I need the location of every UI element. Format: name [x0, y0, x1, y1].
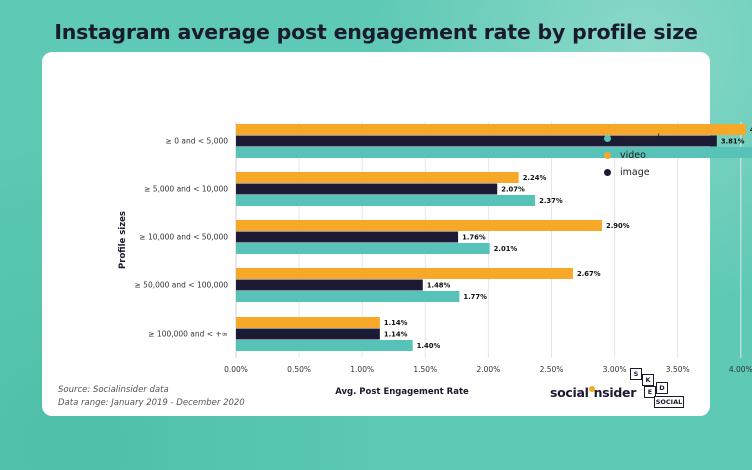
bar-video [236, 124, 746, 135]
category-label: ≥ 10,000 and < 50,000 [139, 233, 228, 242]
bar-image [236, 135, 717, 147]
legend-item-carousel: carousel [604, 130, 660, 147]
data-label-video: 2.24% [523, 174, 547, 182]
sked-social-logo: S K E D SOCIAL [630, 368, 688, 410]
bar-video [236, 172, 519, 183]
x-tick-label: 1.50% [413, 365, 437, 374]
bar-image [236, 183, 498, 195]
data-label-video: 4.04% [750, 126, 752, 134]
bar-carousel [236, 291, 460, 302]
bar-image [236, 279, 423, 291]
legend-label-carousel: carousel [620, 133, 661, 144]
data-label-image: 1.14% [384, 331, 408, 339]
x-tick-label: 0.50% [287, 365, 311, 374]
data-label-video: 2.67% [577, 270, 601, 278]
x-tick-label: 2.00% [476, 365, 500, 374]
sked-box-k: K [642, 374, 654, 386]
legend-dot-video [604, 152, 611, 159]
x-tick-label: 3.00% [603, 365, 627, 374]
logo-dot-icon [588, 385, 595, 392]
data-label-video: 2.90% [606, 222, 630, 230]
bar-image [236, 328, 380, 340]
category-label: ≥ 0 and < 5,000 [166, 137, 229, 146]
data-label-image: 2.07% [501, 186, 525, 194]
legend-item-image: image [604, 164, 660, 181]
bar-carousel [236, 243, 490, 254]
socialinsider-logo: social nsider [550, 385, 636, 400]
bar-video [236, 268, 573, 279]
category-label: ≥ 50,000 and < 100,000 [135, 281, 229, 290]
x-tick-label: 0.00% [224, 365, 248, 374]
bar-video [236, 220, 602, 231]
bar-video [236, 317, 380, 328]
legend-dot-image [604, 169, 611, 176]
legend-label-video: video [620, 150, 646, 161]
data-label-carousel: 2.37% [539, 197, 563, 205]
data-label-video: 1.14% [384, 319, 408, 327]
legend: carousel video image [604, 130, 660, 181]
sked-box-e: E [644, 386, 656, 398]
x-axis-title: Avg. Post Engagement Rate [335, 387, 469, 397]
logo-text-prefix: social [550, 385, 589, 400]
bar-carousel [236, 147, 752, 158]
data-label-carousel: 2.01% [494, 245, 518, 253]
date-range-note: Data range: January 2019 - December 2020 [58, 398, 245, 408]
sked-box-d: D [656, 382, 668, 394]
category-label: ≥ 100,000 and < +∞ [148, 330, 228, 339]
legend-dot-carousel [604, 135, 611, 142]
bar-carousel [236, 340, 413, 351]
data-label-carousel: 1.40% [417, 342, 441, 350]
category-label: ≥ 5,000 and < 10,000 [144, 185, 228, 194]
x-tick-label: 1.00% [350, 365, 374, 374]
x-tick-label: 3.50% [666, 365, 690, 374]
data-label-image: 1.76% [462, 234, 486, 242]
y-axis-title: Profile sizes [118, 211, 128, 269]
data-label-image: 1.48% [427, 282, 451, 290]
bar-carousel [236, 195, 536, 206]
data-label-carousel: 1.77% [463, 293, 487, 301]
data-label-image: 3.81% [721, 138, 745, 146]
legend-item-video: video [604, 147, 660, 164]
logo-text-suffix: nsider [593, 385, 637, 400]
sked-box-social: SOCIAL [654, 396, 684, 408]
chart-title: Instagram average post engagement rate b… [54, 20, 698, 44]
source-note: Source: Socialinsider data [58, 385, 169, 395]
sked-box-s: S [630, 368, 642, 380]
bar-image [236, 231, 459, 243]
x-tick-label: 2.50% [540, 365, 564, 374]
x-tick-label: 4.00% [729, 365, 752, 374]
legend-label-image: image [620, 167, 650, 178]
